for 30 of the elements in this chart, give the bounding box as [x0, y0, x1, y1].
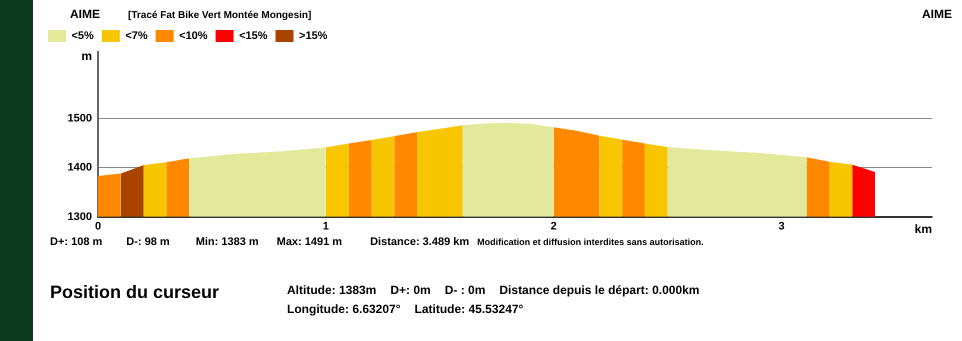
text: Distance: 3.489 km	[370, 236, 470, 248]
legend-label: <5%	[72, 30, 94, 42]
text: AIME	[70, 7, 100, 21]
legend-label: <7%	[125, 30, 148, 42]
legend-label: <10%	[179, 30, 208, 42]
x-tick-label: 2	[550, 220, 557, 232]
x-tick-label: 3	[778, 220, 785, 232]
y-tick-label: 1500	[68, 112, 92, 124]
legend-label: >15%	[299, 30, 328, 42]
y-axis-title: m	[81, 49, 92, 63]
text: Latitude: 45.53247°	[414, 302, 524, 316]
text: D+: 0m	[390, 283, 431, 297]
chart-title: [Tracé Fat Bike Vert Montée Mongesin]	[128, 10, 312, 21]
text: Max: 1491 m	[276, 236, 342, 248]
x-tick-label: 1	[322, 220, 329, 232]
text: D-: 98 m	[126, 236, 170, 248]
y-tick-label: 1300	[68, 210, 92, 223]
text: Modification et diffusion interdites sans autorisation.	[477, 237, 704, 247]
text: Position du curseur	[50, 282, 220, 302]
text: D+: 108 m	[50, 236, 102, 248]
text: Min: 1383 m	[196, 236, 259, 248]
text: AIME	[922, 7, 952, 21]
text: D- : 0m	[444, 283, 486, 297]
x-tick-label: 0	[94, 220, 102, 232]
text: Altitude: 1383m	[287, 283, 376, 297]
y-tick-label: 1400	[68, 162, 92, 174]
legend-label: <15%	[239, 30, 268, 42]
text: Distance depuis le départ: 0.000km	[499, 283, 700, 297]
text: Longitude: 6.63207°	[287, 302, 400, 316]
x-axis-title: km	[914, 222, 932, 236]
